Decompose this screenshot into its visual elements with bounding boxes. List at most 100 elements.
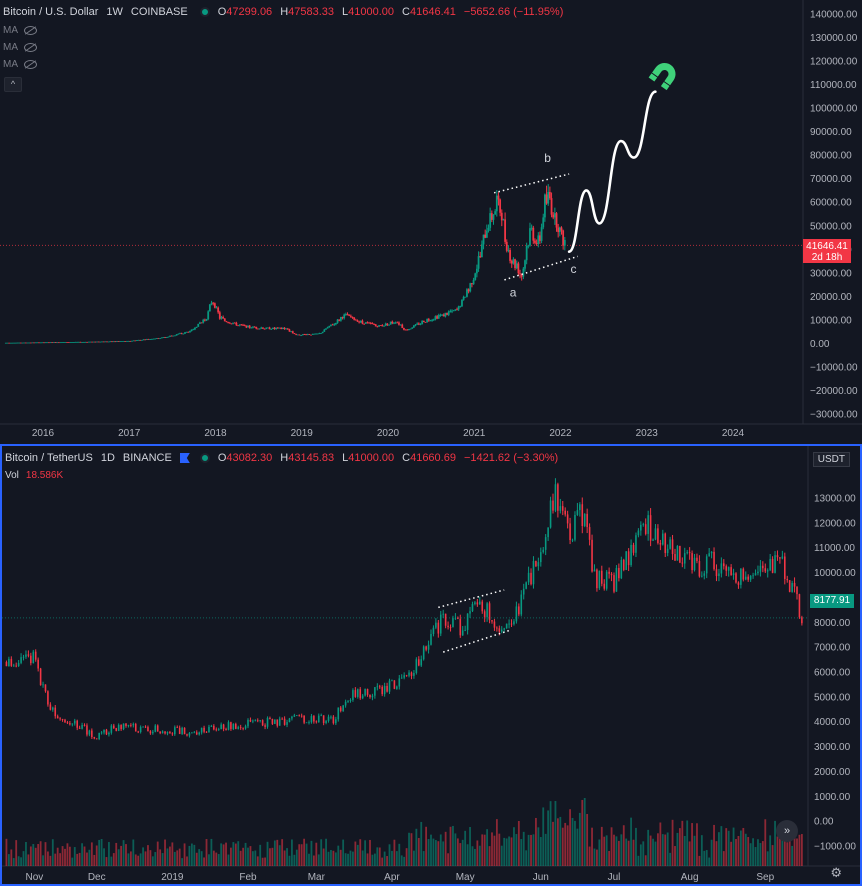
volume-bar	[237, 841, 240, 866]
ma-indicator-row-3[interactable]: MA	[3, 59, 37, 70]
weekly-chart-pane[interactable]: 140000.00 130000.00 120000.00 110000.00 1000…	[0, 0, 862, 442]
volume-bar	[132, 839, 135, 866]
eye-off-icon[interactable]	[24, 43, 37, 52]
candle-body	[515, 263, 518, 269]
y-tick-label: 4000.00	[814, 717, 851, 728]
volume-bar	[51, 839, 54, 866]
y-tick-label: 5000.00	[814, 692, 851, 703]
collapse-legend-button[interactable]: ^	[4, 77, 22, 92]
candle-body	[452, 618, 454, 628]
volume-bar	[403, 856, 406, 866]
candle-body	[154, 338, 157, 340]
candle-body	[208, 726, 210, 733]
daily-chart-pane[interactable]: 13000.0012000.0011000.0010000.009000.008…	[0, 444, 862, 886]
candle-body	[111, 341, 113, 343]
volume-bar	[747, 837, 750, 866]
candle-body	[477, 256, 480, 269]
volume-bar	[300, 844, 303, 866]
last-price-badge: 41646.41 2d 18h	[803, 239, 851, 263]
candle-body	[200, 727, 203, 733]
volume-bar	[125, 844, 127, 866]
volume-bar	[183, 843, 186, 866]
volume-bar	[776, 836, 779, 866]
volume-bar	[164, 839, 166, 866]
ma-indicator-row-2[interactable]: MA	[3, 42, 37, 53]
candle-body	[620, 559, 623, 579]
candle-body	[351, 316, 354, 318]
y-tick-label: 13000.00	[814, 494, 856, 505]
candle-body	[39, 668, 42, 686]
volume-legend[interactable]: Vol 18.586K	[5, 470, 63, 481]
candle-body	[244, 726, 247, 729]
candle-body	[571, 539, 574, 541]
interval-label[interactable]: 1W	[106, 6, 123, 18]
symbol-title[interactable]: Bitcoin / TetherUS	[5, 452, 93, 464]
candle-body	[408, 672, 410, 676]
candle-body	[749, 575, 752, 580]
volume-bar	[544, 833, 547, 866]
flag-icon[interactable]	[179, 453, 190, 463]
candle-body	[303, 334, 306, 336]
candle-body	[232, 723, 235, 730]
volume-bar	[225, 842, 227, 866]
volume-bar	[581, 799, 584, 866]
candle-body	[92, 341, 95, 343]
volume-bar	[556, 818, 559, 866]
candle-body	[25, 654, 27, 657]
volume-bar	[286, 848, 288, 866]
candle-body	[227, 722, 230, 730]
candle-body	[681, 562, 684, 564]
candle-body	[557, 484, 559, 511]
candle-body	[759, 565, 762, 572]
candle-body	[560, 227, 563, 231]
candle-body	[459, 618, 462, 636]
close-value: 41646.41	[410, 6, 456, 18]
candle-body	[202, 319, 205, 323]
volume-bar	[410, 833, 413, 866]
volume-bar	[322, 848, 325, 866]
candle-body	[557, 227, 560, 233]
candle-body	[563, 240, 566, 246]
candle-body	[472, 279, 475, 285]
candle-body	[56, 716, 59, 719]
ma-indicator-row-1[interactable]: MA	[3, 25, 37, 36]
scroll-to-realtime-button[interactable]: »	[776, 820, 798, 842]
volume-bar	[154, 852, 157, 866]
candle-body	[150, 338, 153, 340]
candle-body	[393, 680, 396, 689]
candle-body	[347, 700, 349, 702]
candle-body	[410, 672, 413, 676]
settings-gear-icon[interactable]: ⚙	[830, 865, 842, 880]
y-tick-label: 80000.00	[810, 151, 852, 162]
last-price-badge: 8177.91	[810, 594, 854, 608]
volume-bar	[337, 845, 340, 866]
candle-body	[486, 603, 488, 618]
symbol-title[interactable]: Bitcoin / U.S. Dollar	[3, 6, 99, 18]
candle-body	[298, 715, 301, 717]
candle-body	[346, 314, 349, 316]
volume-bar	[471, 846, 474, 866]
candle-body	[218, 312, 221, 319]
candle-body	[504, 219, 507, 242]
eye-off-icon[interactable]	[24, 60, 37, 69]
candle-body	[354, 690, 357, 697]
daily-chart-canvas[interactable]: 13000.0012000.0011000.0010000.009000.008…	[2, 446, 860, 884]
candle-body	[208, 304, 211, 312]
interval-label[interactable]: 1D	[100, 452, 115, 464]
candle-body	[635, 535, 637, 553]
currency-label[interactable]: USDT	[812, 452, 850, 467]
weekly-chart-canvas[interactable]: 140000.00 130000.00 120000.00 110000.00 1000…	[0, 0, 862, 442]
volume-bar	[205, 839, 208, 866]
candle-body	[16, 342, 19, 344]
x-tick-label: 2019	[161, 872, 184, 883]
eye-off-icon[interactable]	[24, 26, 37, 35]
candle-body	[341, 317, 344, 319]
candle-body	[378, 325, 380, 327]
volume-bar	[649, 835, 652, 866]
candle-body	[497, 195, 500, 200]
candle-body	[271, 719, 274, 724]
candle-body	[615, 567, 618, 592]
candle-body	[452, 310, 455, 312]
candle-body	[290, 331, 293, 333]
volume-bar	[474, 848, 476, 866]
